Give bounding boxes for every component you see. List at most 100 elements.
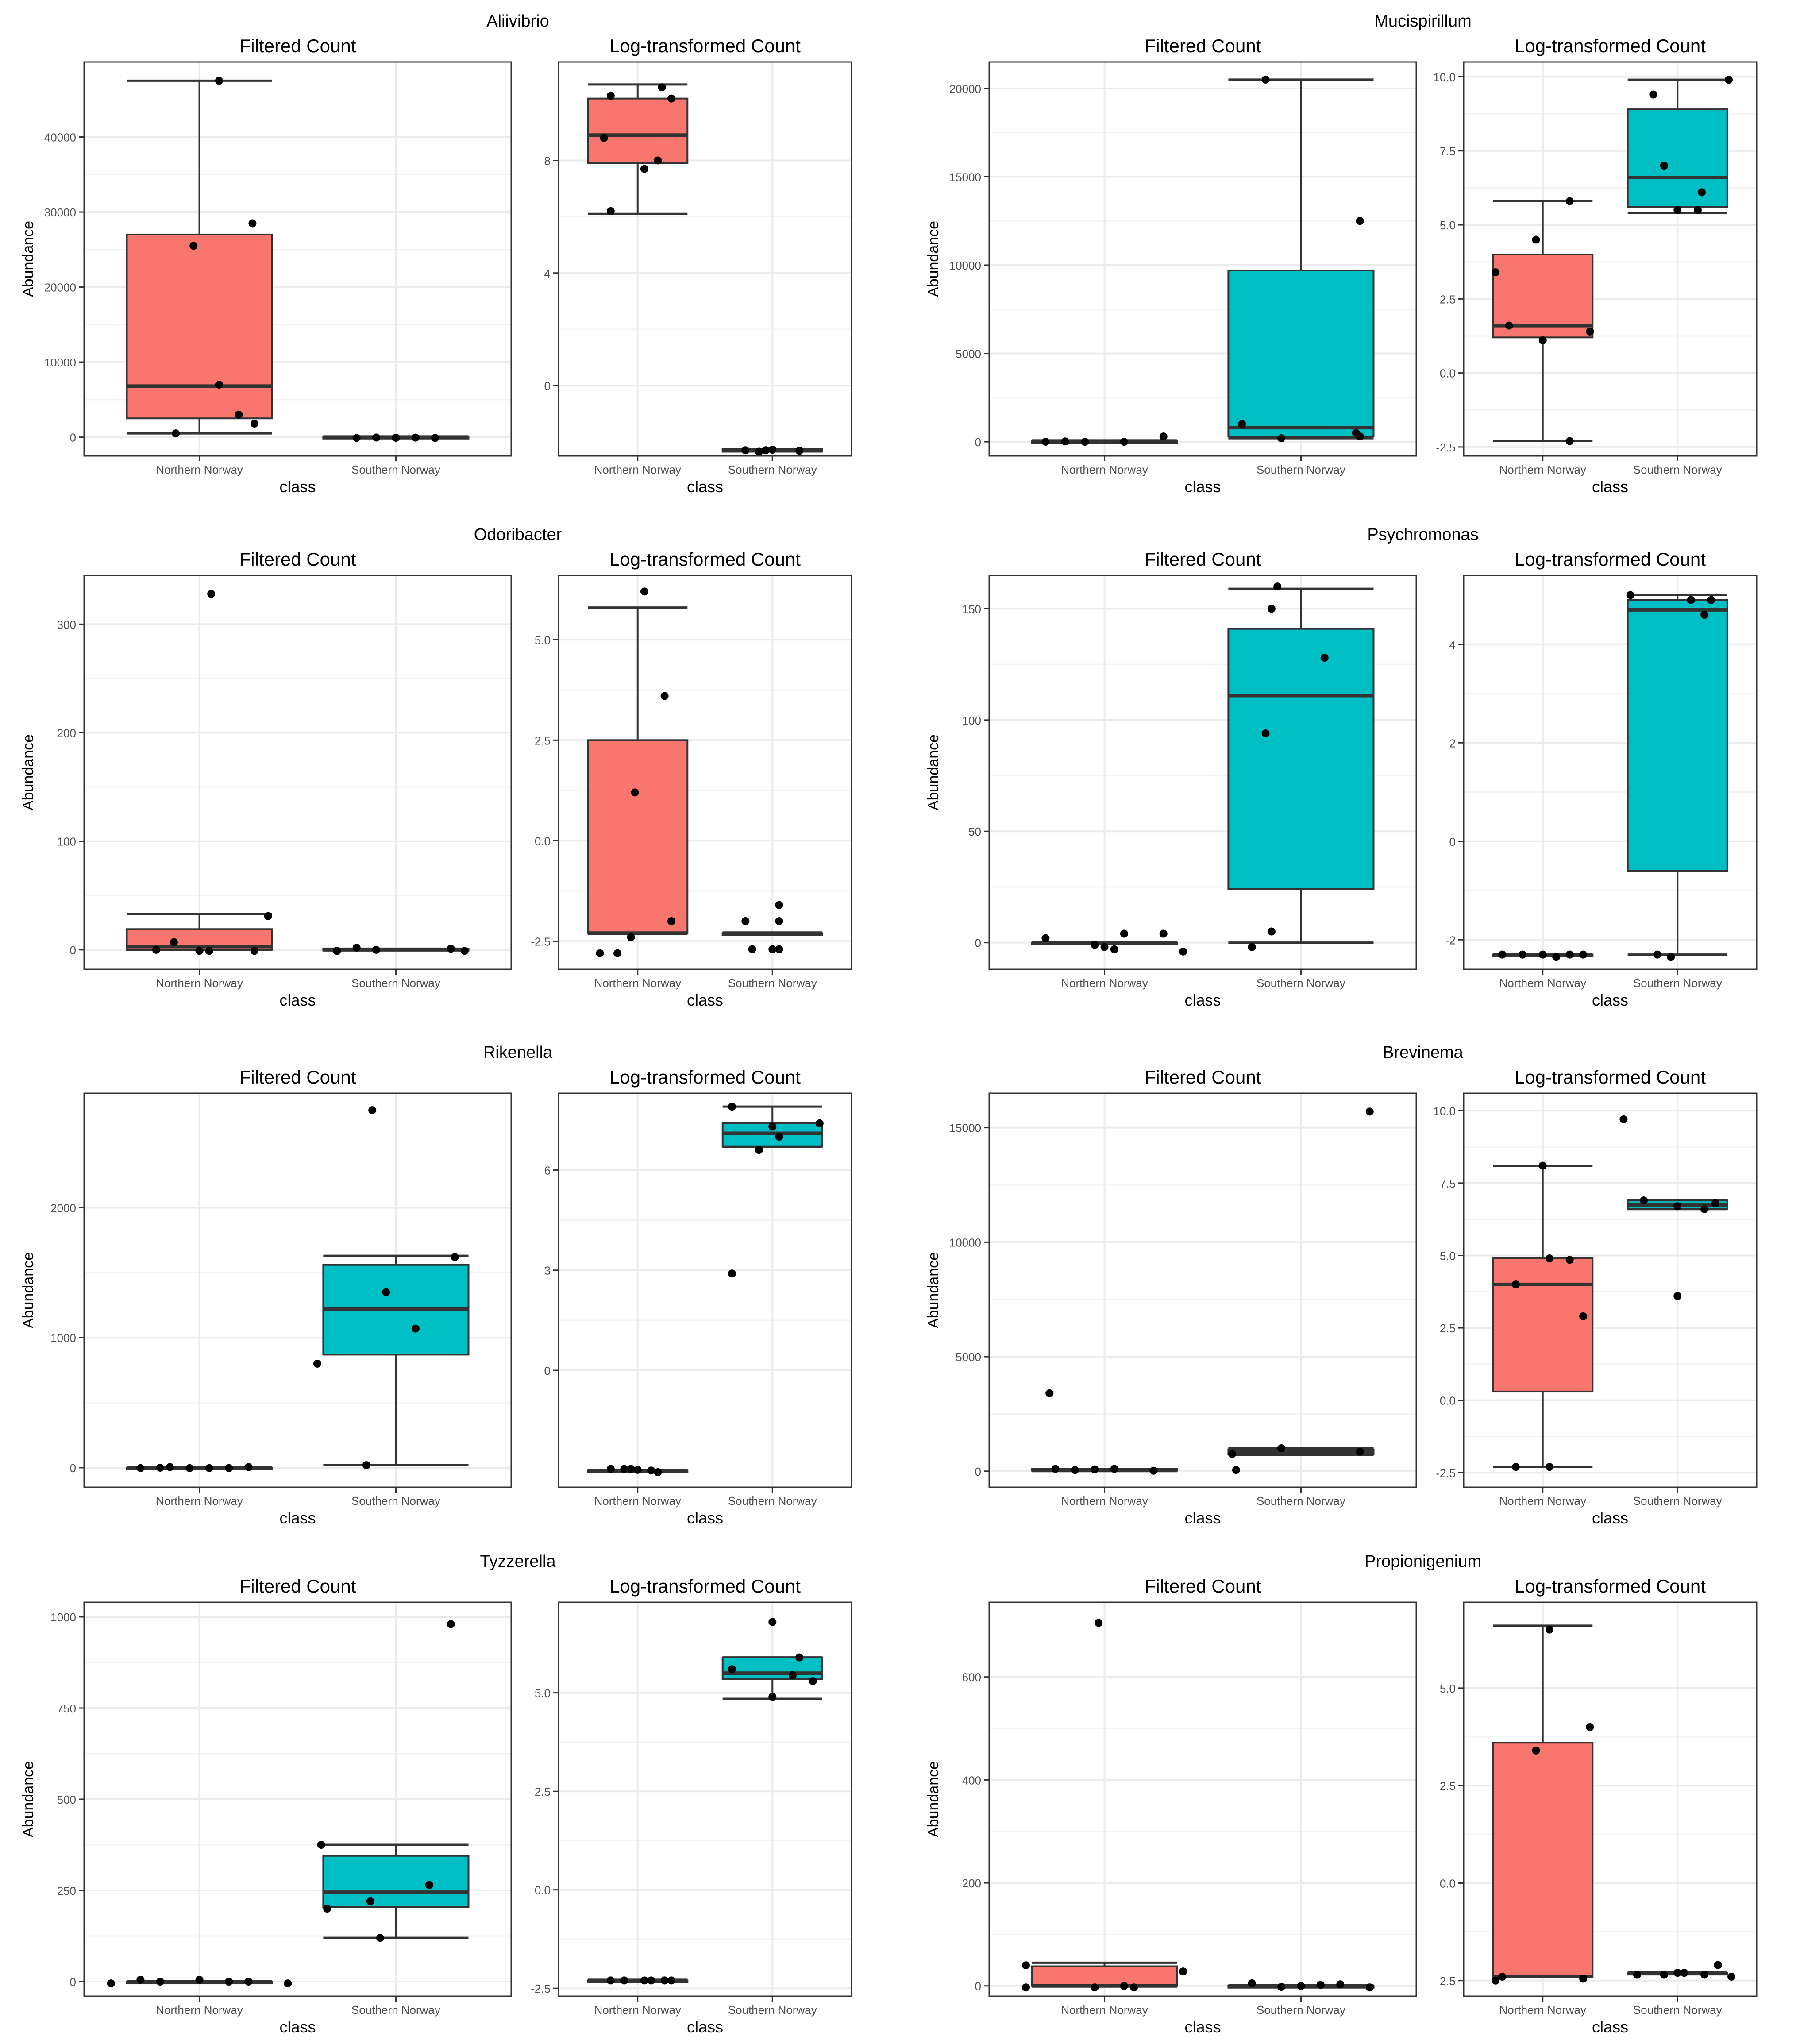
y-tick-label: 15000 (949, 170, 981, 184)
data-point (107, 1979, 115, 1988)
x-axis-label: class (687, 991, 723, 1009)
box-southern (322, 947, 470, 952)
iqr-box (1492, 1257, 1594, 1393)
chart-genus-title: Rikenella (483, 1043, 553, 1062)
data-point (667, 94, 675, 103)
filtered-title: Filtered Count (1145, 549, 1261, 570)
y-tick-label: 750 (57, 1702, 76, 1715)
filtered-title: Filtered Count (239, 549, 356, 570)
x-tick-label: Southern Norway (728, 463, 817, 476)
log-transformed-title: Log-transformed Count (609, 549, 801, 570)
box-northern (1492, 200, 1594, 443)
data-point (1673, 206, 1682, 214)
data-point (1179, 1967, 1187, 1976)
data-point (741, 446, 750, 455)
y-tick-label: 10000 (949, 1236, 981, 1249)
filtered-panel: 0 100 200 300 Northern Norway Southern Norway… (20, 549, 512, 1009)
data-point (1700, 1971, 1709, 1979)
data-point (667, 917, 675, 926)
data-point (244, 1463, 253, 1471)
x-tick-label: Southern Norway (728, 2003, 817, 2017)
data-point (1700, 1205, 1709, 1213)
data-point (1041, 934, 1050, 942)
iqr-box (126, 233, 273, 420)
data-point (1727, 1972, 1736, 1981)
data-point (195, 947, 204, 955)
data-point (1267, 927, 1276, 936)
data-point (1356, 217, 1364, 225)
data-point (1687, 596, 1695, 604)
y-tick-label: 10.0 (1433, 1104, 1456, 1118)
filtered-panel-border (988, 1601, 1417, 1997)
y-tick-label: 5.0 (535, 1687, 551, 1700)
log-transformed-panel: -2.5 0.0 2.5 5.0 7.5 10.0 Northern Norway South… (1433, 35, 1758, 496)
x-tick-label: Northern Norway (1499, 463, 1586, 476)
y-tick-label: 5.0 (1440, 1249, 1456, 1262)
y-tick-label: 1000 (50, 1331, 76, 1345)
data-point (1365, 1983, 1374, 1992)
data-point (1356, 432, 1364, 441)
chart-aliivibrio: Aliivibrio 0 10000 20000 30000 40000 Northern … (20, 12, 852, 496)
chart-genus-title: Propionigenium (1364, 1552, 1481, 1571)
data-point (411, 433, 420, 442)
data-point (1261, 75, 1270, 84)
y-tick-label: -2.5 (1436, 1975, 1456, 1988)
data-point (1660, 162, 1668, 170)
x-axis-label: class (1184, 991, 1221, 1009)
data-point (1653, 950, 1661, 959)
x-axis-label: class (1184, 2018, 1221, 2036)
log-transformed-panel-border (558, 1092, 852, 1488)
y-tick-label: 3 (544, 1264, 551, 1277)
y-tick-label: 5000 (956, 347, 981, 361)
y-tick-label: 10.0 (1433, 70, 1456, 84)
iqr-box (1227, 269, 1375, 438)
chart-tyzzerella: Tyzzerella 0 250 500 750 1000 Northern Norway S… (20, 1552, 852, 2036)
data-point (795, 1653, 804, 1662)
x-axis-label: class (687, 1509, 723, 1527)
data-point (225, 1978, 233, 1986)
data-point (647, 1976, 655, 1985)
data-point (620, 1976, 628, 1985)
filtered-plot-area (989, 1093, 1416, 1487)
filtered-title: Filtered Count (1145, 1576, 1261, 1597)
data-point (1091, 1465, 1099, 1473)
data-point (768, 945, 777, 953)
y-tick-label: 10000 (44, 356, 76, 369)
x-axis-label: class (687, 478, 723, 496)
data-point (795, 447, 804, 455)
data-point (1232, 1466, 1240, 1474)
data-point (1110, 945, 1118, 953)
data-point (1519, 950, 1527, 959)
chart-brevinema: Brevinema 0 5000 10000 15000 Northern Norway S… (925, 1043, 1758, 1527)
data-point (728, 1103, 736, 1111)
y-tick-label: 1000 (50, 1611, 76, 1624)
chart-rikenella: Rikenella 0 1000 2000 Northern Norway Souther… (20, 1043, 852, 1527)
data-point (815, 1119, 824, 1127)
filtered-panel: 0 5000 10000 15000 Northern Norway Southern N… (925, 1067, 1417, 1527)
data-point (382, 1288, 390, 1296)
data-point (1130, 1983, 1138, 1992)
filtered-panel: 0 5000 10000 15000 20000 Northern Norway South… (925, 35, 1417, 496)
data-point (264, 912, 272, 920)
y-tick-label: 0 (975, 1980, 981, 1993)
data-point (362, 1461, 370, 1469)
log-transformed-panel-border (558, 1601, 852, 1997)
box-southern (1227, 1447, 1375, 1457)
data-point (1110, 1465, 1118, 1473)
data-point (215, 380, 223, 389)
data-point (1565, 437, 1574, 445)
y-tick-label: 200 (962, 1877, 981, 1890)
x-tick-label: Northern Norway (1061, 2003, 1148, 2017)
log-transformed-panel: -2.5 0.0 2.5 5.0 7.5 10.0 Northern Norway South… (1433, 1067, 1758, 1527)
data-point (1336, 1980, 1345, 1989)
filtered-panel-border (83, 575, 512, 970)
y-tick-label: 2.5 (1440, 293, 1456, 306)
data-point (1021, 1983, 1030, 1992)
y-tick-label: 0 (70, 1462, 76, 1475)
data-point (1081, 438, 1089, 446)
y-axis-label: Abundance (925, 1761, 942, 1837)
data-point (1498, 1972, 1507, 1981)
data-point (1091, 941, 1099, 949)
